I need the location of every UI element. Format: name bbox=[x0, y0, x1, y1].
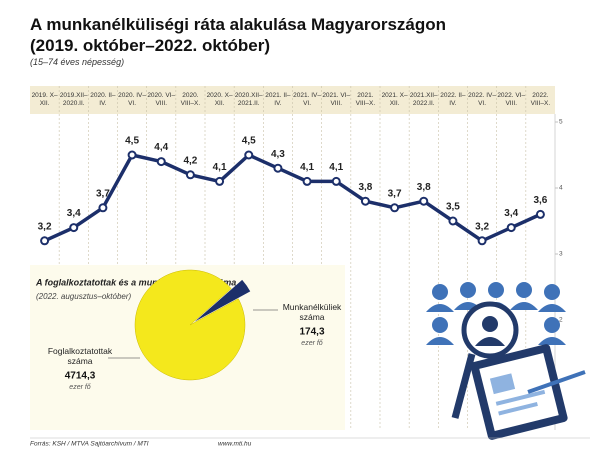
x-tick-label: 2020.XII– 2021.II. bbox=[234, 92, 263, 107]
x-tick-label: 2020. II–IV. bbox=[90, 92, 116, 107]
title: A munkanélküliségi ráta alakulása Magyar… bbox=[30, 15, 447, 55]
data-label: 3,2 bbox=[38, 221, 52, 232]
x-tick-label: 2022. IV–VI. bbox=[468, 92, 496, 107]
x-tick-label: 2020. VIII–X. bbox=[180, 92, 201, 107]
icon bbox=[426, 282, 586, 440]
website: www.mti.hu bbox=[218, 441, 252, 448]
data-label: 3,4 bbox=[67, 208, 81, 219]
y-tick-label: 3 bbox=[559, 251, 563, 258]
pie-subtitle: (2022. augusztus–október) bbox=[36, 292, 132, 301]
point bbox=[185, 170, 195, 180]
pie-title: A foglalkoztatottak és a munkanélküliek … bbox=[35, 277, 236, 287]
x-tick-label: 2021. VIII–X. bbox=[355, 92, 376, 107]
x-tick-label: 2019.XII– 2020.II. bbox=[59, 92, 88, 107]
point bbox=[419, 196, 429, 206]
data-label: 4,1 bbox=[300, 162, 314, 173]
data-label: 3,2 bbox=[475, 221, 489, 232]
data-label: 3,5 bbox=[446, 202, 460, 213]
point bbox=[360, 196, 370, 206]
point bbox=[273, 163, 283, 173]
point bbox=[156, 157, 166, 167]
x-tick-label: 2021.XII– 2022.II. bbox=[409, 92, 438, 107]
data-label: 4,3 bbox=[271, 149, 285, 160]
point bbox=[535, 209, 545, 219]
x-tick-label: 2019. X–XII. bbox=[31, 92, 58, 107]
pie-value: 174,3 bbox=[299, 327, 324, 338]
x-tick-label: 2021. VI–VIII. bbox=[322, 92, 351, 107]
data-label: 3,8 bbox=[417, 182, 431, 193]
point bbox=[448, 216, 458, 226]
point bbox=[390, 203, 400, 213]
data-label: 3,7 bbox=[388, 188, 402, 199]
data-label: 3,6 bbox=[533, 195, 547, 206]
subtitle: (15–74 éves népesség) bbox=[30, 57, 125, 67]
point bbox=[244, 150, 254, 160]
pie-label: Foglalkoztatottak száma bbox=[48, 346, 113, 366]
pie-label: Munkanélküliek száma bbox=[283, 302, 342, 322]
point bbox=[98, 203, 108, 213]
data-label: 4,5 bbox=[242, 136, 256, 147]
data-label: 3,7 bbox=[96, 188, 110, 199]
data-label: 4,5 bbox=[125, 136, 139, 147]
x-tick-label: 2022. VIII–X. bbox=[530, 92, 551, 107]
line bbox=[43, 153, 542, 243]
data-label: 3,8 bbox=[358, 182, 372, 193]
pie-slice bbox=[134, 269, 246, 381]
x-tick-label: 2021. X–XII. bbox=[381, 92, 408, 107]
point bbox=[40, 236, 50, 246]
pie-value: 4714,3 bbox=[65, 371, 96, 382]
x-tick-label: 2022. II–IV. bbox=[440, 92, 466, 107]
x-tick-label: 2020. X–XII. bbox=[206, 92, 233, 107]
x-tick-label: 2022. VI–VIII. bbox=[497, 92, 526, 107]
point bbox=[215, 176, 225, 186]
point bbox=[331, 176, 341, 186]
source: Forrás: KSH / MTVA Sajtóarchívum / MTI bbox=[30, 441, 149, 448]
data-label: 4,4 bbox=[154, 142, 168, 153]
x-tick-label: 2021. II–IV. bbox=[265, 92, 291, 107]
data-label: 4,1 bbox=[329, 162, 343, 173]
point bbox=[302, 176, 312, 186]
point bbox=[506, 223, 516, 233]
pie-unit: ezer fő bbox=[301, 340, 323, 347]
y-tick-label: 2 bbox=[559, 317, 563, 324]
y-tick-label: 5 bbox=[559, 119, 563, 126]
data-label: 4,1 bbox=[213, 162, 227, 173]
x-tick-label: 2020. VI–VIII. bbox=[147, 92, 176, 107]
point bbox=[69, 223, 79, 233]
pie-unit: ezer fő bbox=[69, 384, 91, 391]
data-label: 3,4 bbox=[504, 208, 518, 219]
data-label: 4,2 bbox=[183, 155, 197, 166]
y-tick-label: 4 bbox=[559, 185, 563, 192]
point bbox=[477, 236, 487, 246]
x-tick-label: 2020. IV–VI. bbox=[118, 92, 146, 107]
pie-slice bbox=[194, 279, 251, 322]
point bbox=[127, 150, 137, 160]
x-tick-label: 2021. IV–VI. bbox=[293, 92, 321, 107]
